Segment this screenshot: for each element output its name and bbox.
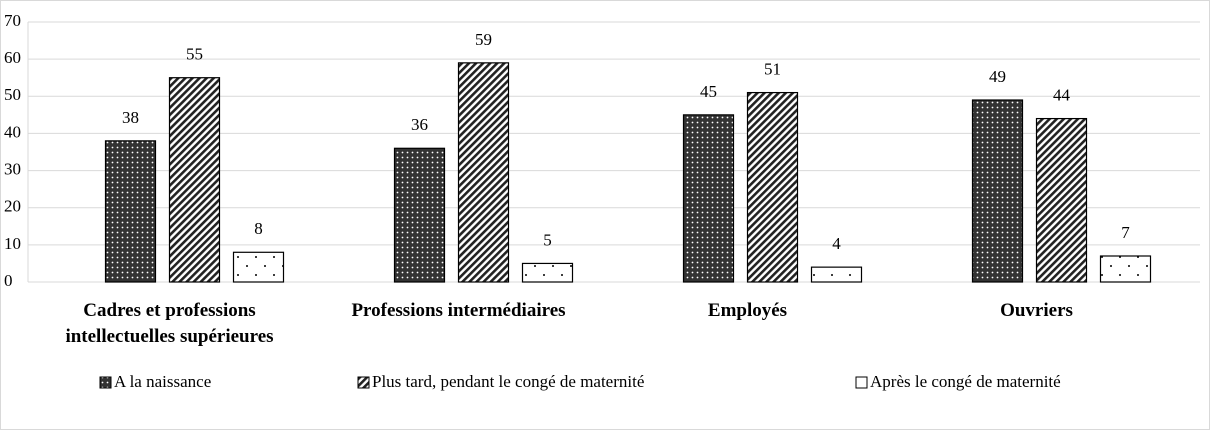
bar bbox=[168, 77, 221, 283]
data-label: 36 bbox=[411, 115, 428, 134]
y-tick-label: 30 bbox=[4, 159, 21, 178]
legend-swatch bbox=[855, 376, 868, 389]
y-tick-label: 0 bbox=[4, 271, 13, 290]
data-label: 45 bbox=[700, 82, 717, 101]
legend-label: Après le congé de maternité bbox=[870, 372, 1061, 391]
bar bbox=[1035, 117, 1088, 283]
legend-label: A la naissance bbox=[114, 372, 211, 391]
bar bbox=[810, 266, 863, 283]
bar bbox=[393, 147, 446, 283]
bar bbox=[521, 262, 574, 283]
bar bbox=[104, 140, 157, 283]
y-tick-label: 50 bbox=[4, 85, 21, 104]
bar bbox=[232, 251, 285, 283]
bar bbox=[457, 62, 510, 283]
data-label: 4 bbox=[832, 234, 841, 253]
bar bbox=[746, 91, 799, 283]
legend-swatch bbox=[99, 376, 112, 389]
data-label: 8 bbox=[254, 219, 263, 238]
y-tick-label: 60 bbox=[4, 48, 21, 67]
data-label: 38 bbox=[122, 108, 139, 127]
x-tick-label: Employés bbox=[707, 300, 788, 321]
x-tick-label: Cadres et professions intellectuelles su… bbox=[65, 300, 274, 347]
data-label: 49 bbox=[989, 67, 1006, 86]
legend-swatch bbox=[357, 376, 370, 389]
data-label: 55 bbox=[186, 45, 203, 64]
y-tick-label: 10 bbox=[4, 234, 21, 253]
x-tick-label: Professions intermédiaires bbox=[351, 300, 566, 321]
data-label: 59 bbox=[475, 30, 492, 49]
data-label: 44 bbox=[1053, 85, 1071, 104]
x-tick-label: Ouvriers bbox=[1000, 300, 1073, 321]
bar bbox=[971, 99, 1024, 283]
bar bbox=[1099, 255, 1152, 283]
y-tick-label: 40 bbox=[4, 122, 21, 141]
legend-label: Plus tard, pendant le congé de maternité bbox=[372, 372, 644, 391]
data-label: 5 bbox=[543, 230, 552, 249]
data-label: 7 bbox=[1121, 223, 1130, 242]
data-label: 51 bbox=[764, 59, 781, 78]
y-tick-label: 70 bbox=[4, 11, 21, 30]
y-tick-label: 20 bbox=[4, 197, 21, 216]
bar bbox=[682, 114, 735, 283]
